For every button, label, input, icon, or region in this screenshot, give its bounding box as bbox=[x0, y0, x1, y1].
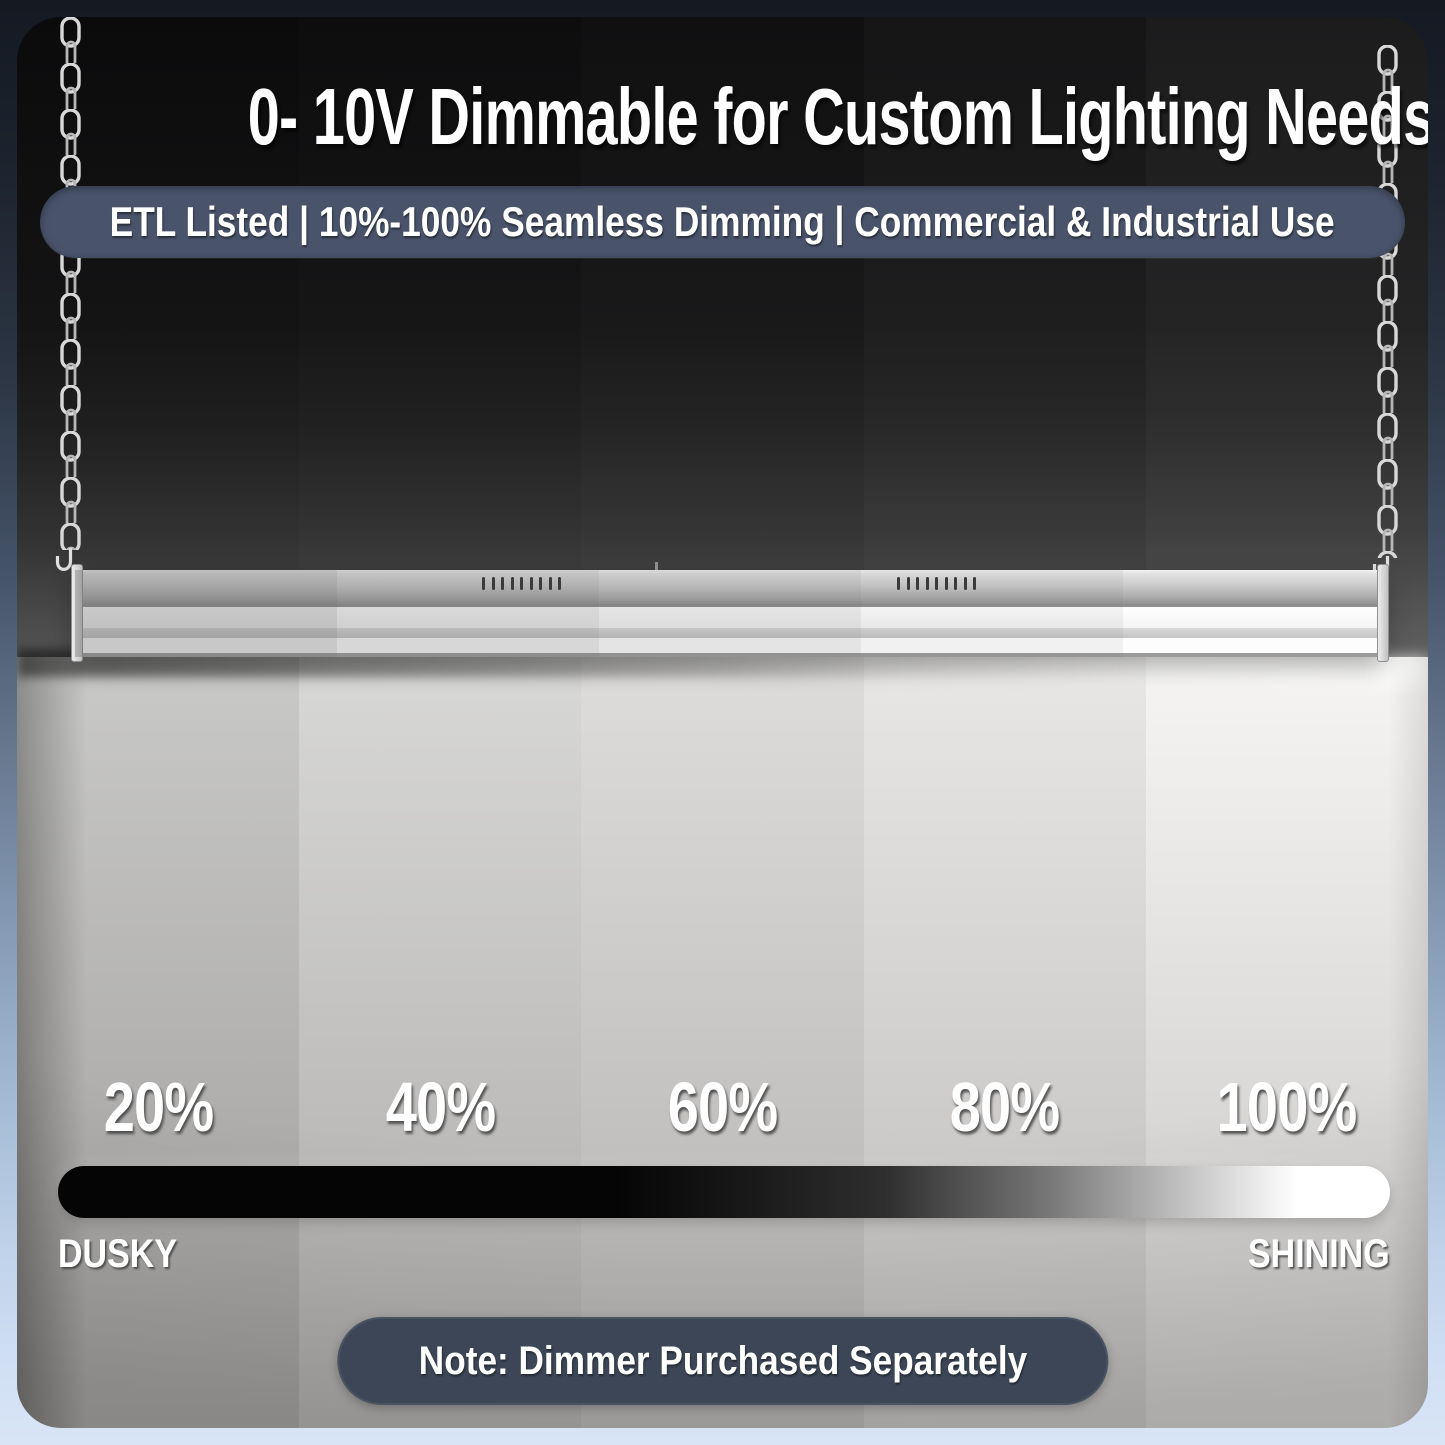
brightness-bands bbox=[17, 657, 1428, 1428]
band-60 bbox=[581, 657, 864, 1428]
fixture-underglow bbox=[17, 657, 1428, 687]
fixture-connector-notch bbox=[655, 562, 658, 571]
dim-label-60: 60% bbox=[667, 1068, 778, 1146]
dusky-label: DUSKY bbox=[58, 1232, 178, 1276]
fixture-bottom-edge bbox=[75, 653, 1385, 657]
fixture-divider bbox=[75, 628, 1385, 638]
dark-ceiling-zone bbox=[17, 17, 1428, 657]
hook-left-icon bbox=[55, 548, 73, 571]
feature-badge: ETL Listed | 10%-100% Seamless Dimming |… bbox=[40, 186, 1405, 258]
note-pill: Note: Dimmer Purchased Separately bbox=[336, 1317, 1109, 1405]
chain-left-icon bbox=[55, 17, 85, 571]
dim-label-80: 80% bbox=[949, 1068, 1060, 1146]
fixture-dim-overlays bbox=[75, 570, 1385, 657]
fixture-endcap-right bbox=[1377, 564, 1389, 662]
vent-slots-icon bbox=[482, 577, 561, 590]
page-title: 0- 10V Dimmable for Custom Lighting Need… bbox=[247, 72, 1428, 161]
dim-label-40: 40% bbox=[385, 1068, 496, 1146]
vent-slots-icon bbox=[897, 577, 976, 590]
scale-labels: DUSKY SHINING bbox=[58, 1232, 1390, 1276]
band-100 bbox=[1145, 657, 1428, 1428]
led-fixture bbox=[71, 562, 1389, 662]
led-strip-bottom bbox=[75, 638, 1385, 653]
band-20 bbox=[17, 657, 300, 1428]
scene-canvas: 0- 10V Dimmable for Custom Lighting Need… bbox=[17, 17, 1428, 1428]
fixture-endcap-left bbox=[71, 564, 83, 662]
shining-label: SHINING bbox=[1248, 1232, 1390, 1276]
led-strip-top bbox=[75, 607, 1385, 628]
note-text: Note: Dimmer Purchased Separately bbox=[418, 1338, 1027, 1383]
dim-label-100: 100% bbox=[1216, 1068, 1358, 1146]
feature-badge-text: ETL Listed | 10%-100% Seamless Dimming |… bbox=[110, 198, 1335, 245]
band-40 bbox=[299, 657, 582, 1428]
dim-level-labels: 20% 40% 60% 80% 100% bbox=[17, 1067, 1428, 1147]
band-80 bbox=[863, 657, 1146, 1428]
dim-label-20: 20% bbox=[103, 1068, 213, 1146]
fixture-housing bbox=[75, 570, 1385, 604]
dimming-gradient-bar bbox=[58, 1166, 1390, 1218]
